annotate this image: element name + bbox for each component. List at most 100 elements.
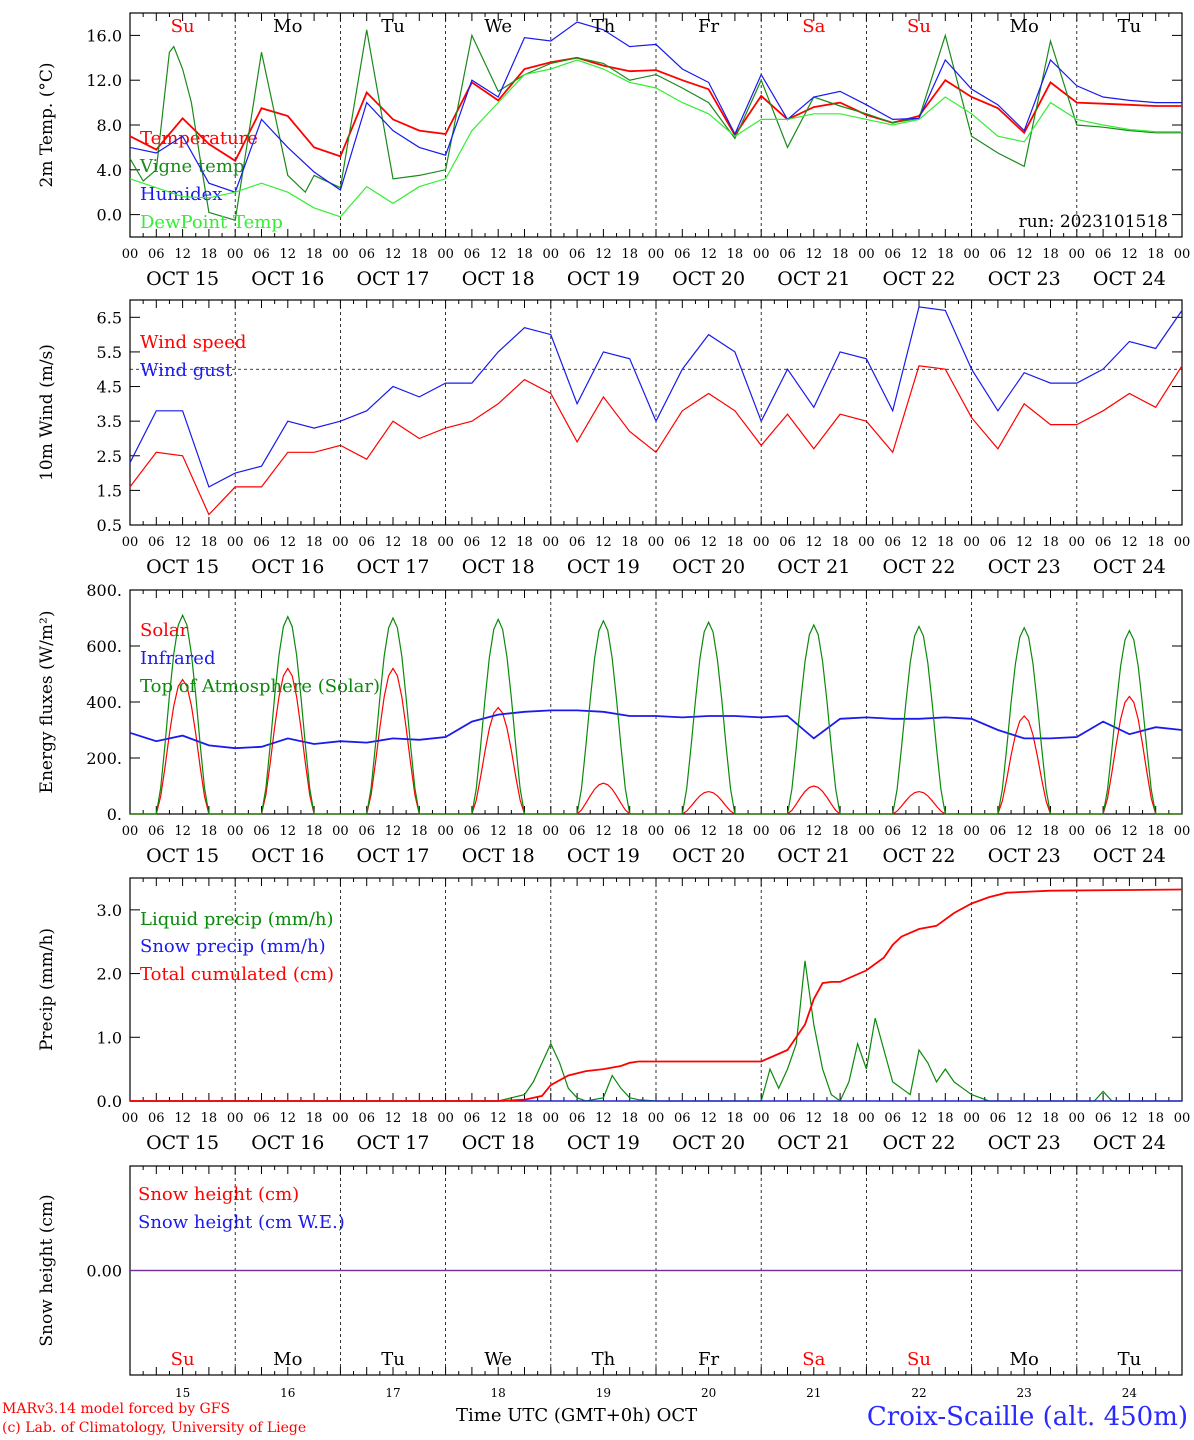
hour-tick-label: 00 [122,247,139,262]
hour-tick-label: 12 [1016,1111,1033,1126]
hour-tick-label: 12 [490,824,507,839]
hour-tick-label: 12 [1121,247,1138,262]
hour-tick-label: 06 [884,824,901,839]
date-label: OCT 16 [251,845,324,867]
hour-tick-label: 06 [358,247,375,262]
date-label: OCT 18 [462,1132,535,1154]
x-axis-title: Time UTC (GMT+0h) OCT [456,1405,698,1426]
date-label: OCT 22 [882,556,955,578]
hour-tick-label: 18 [1147,1111,1164,1126]
hour-tick-label: 06 [464,1111,481,1126]
y-tick-label: 0.5 [97,516,122,535]
date-label: OCT 17 [356,845,429,867]
legend-entry: Humidex [140,184,222,205]
day-name: Fr [698,16,719,37]
hour-tick-label: 06 [990,1111,1007,1126]
hour-tick-label: 00 [543,1111,560,1126]
legend-entry: Snow height (cm) [138,1184,299,1205]
hour-tick-label: 18 [727,535,744,550]
hour-tick-label: 06 [884,535,901,550]
hour-tick-label: 06 [779,535,796,550]
hour-tick-label: 18 [306,1111,323,1126]
y-tick-label: 800. [86,581,122,600]
day-number: 21 [806,1386,821,1400]
y-tick-label: 400. [86,693,122,712]
hour-tick-label: 06 [148,824,165,839]
hour-tick-label: 18 [1042,1111,1059,1126]
day-name: We [484,16,512,37]
day-name: Mo [1010,1349,1039,1370]
date-label: OCT 20 [672,1132,745,1154]
hour-tick-label: 06 [569,247,586,262]
station-name: Croix-Scaille (alt. 450m) [866,1402,1188,1432]
series-line [129,56,1182,163]
hour-tick-label: 18 [411,1111,428,1126]
hour-tick-label: 06 [253,247,270,262]
hour-tick-label: 12 [174,824,191,839]
hour-tick-label: 18 [411,824,428,839]
y-tick-label: 3.5 [97,412,122,431]
y-tick-label: 4.0 [97,161,122,180]
day-number: 15 [175,1386,190,1400]
hour-tick-label: 06 [358,535,375,550]
date-label: OCT 24 [1093,556,1166,578]
series-line [130,613,1182,815]
date-label: OCT 23 [988,268,1061,290]
series-line [129,59,1182,218]
day-name: Tu [1118,16,1142,37]
series-line [129,365,1183,516]
date-label: OCT 15 [146,268,219,290]
hour-tick-label: 00 [753,247,770,262]
hour-tick-label: 06 [884,1111,901,1126]
panel-1: 0.0 4.0 8.0 12.0 16.0 2m Temp. (°C) Temperatur… [37,12,1190,290]
y-tick-label: 0. [107,805,122,824]
date-label: OCT 22 [882,268,955,290]
hour-tick-label: 12 [1121,535,1138,550]
legend-entry: Total cumulated (cm) [140,964,334,985]
date-label: OCT 21 [777,845,850,867]
hour-tick-label: 06 [148,1111,165,1126]
hour-tick-label: 12 [806,824,823,839]
date-label: OCT 17 [356,1132,429,1154]
date-label: OCT 20 [672,556,745,578]
hour-tick-label: 00 [437,1111,454,1126]
hour-tick-label: 12 [174,247,191,262]
hour-tick-label: 06 [253,535,270,550]
hour-tick-label: 12 [1121,1111,1138,1126]
day-number: 24 [1122,1386,1138,1400]
y-tick-label: 5.5 [97,343,122,362]
y-axis-label: Energy fluxes (W/m²) [37,611,57,794]
hour-tick-label: 06 [674,535,691,550]
hour-tick-label: 12 [595,824,612,839]
hour-tick-label: 00 [963,824,980,839]
day-name: Sa [802,1349,825,1370]
hour-tick-label: 00 [227,535,244,550]
day-name: Fr [698,1349,719,1370]
plot-frame [129,12,1183,238]
hour-tick-label: 00 [332,1111,349,1126]
hour-tick-label: 12 [1016,535,1033,550]
date-label: OCT 24 [1093,845,1166,867]
panel-3: 0. 200. 400. 600. 800. Energy fluxes (W/m²) So… [37,581,1190,867]
date-label: OCT 16 [251,556,324,578]
hour-tick-label: 06 [990,247,1007,262]
y-tick-label: 12.0 [86,71,122,90]
hour-tick-label: 00 [122,1111,139,1126]
panel-2: 0.5 1.5 2.5 3.5 4.5 5.5 6.5 10m Wind (m/s) Wind … [37,299,1190,578]
hour-tick-label: 18 [621,1111,638,1126]
legend-entry: Infrared [140,648,215,669]
date-label: OCT 23 [988,1132,1061,1154]
day-number: 16 [280,1386,295,1400]
legend-entry: Solar [140,620,189,641]
hour-tick-label: 18 [306,535,323,550]
hour-tick-label: 12 [385,1111,402,1126]
y-tick-label: 0.00 [86,1262,122,1281]
hour-tick-label: 18 [727,247,744,262]
hour-tick-label: 06 [884,247,901,262]
legend-entry: Snow height (cm W.E.) [138,1212,345,1233]
hour-tick-label: 18 [201,535,218,550]
hour-tick-label: 06 [358,1111,375,1126]
date-label: OCT 21 [777,1132,850,1154]
series-line [129,306,1183,488]
legend-entry: Temperature [140,128,258,149]
